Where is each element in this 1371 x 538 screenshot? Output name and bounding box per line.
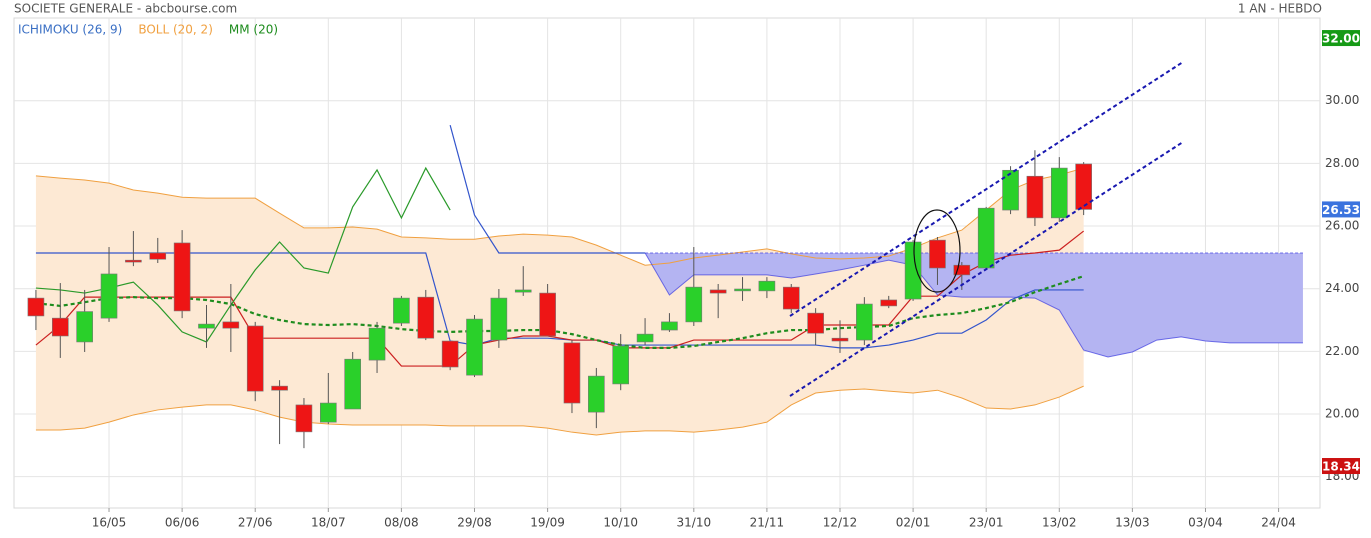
- candle-body: [149, 252, 167, 260]
- y-tick-label: 22.00: [1325, 344, 1359, 358]
- x-tick-label: 13/03: [1115, 516, 1150, 530]
- candle-body: [295, 404, 313, 433]
- x-tick-label: 06/06: [165, 516, 200, 530]
- cloud-fill: [645, 252, 1303, 357]
- tenkan-line: [35, 230, 1085, 367]
- candle-body: [368, 327, 386, 361]
- x-tick-label: 31/10: [677, 516, 712, 530]
- x-tick-label: 23/01: [969, 516, 1004, 530]
- candle-body: [51, 317, 69, 337]
- candle-body: [76, 311, 93, 343]
- candle-body: [856, 303, 873, 341]
- candle-body: [271, 385, 288, 391]
- trend-line: [789, 141, 1184, 397]
- bollinger-lower: [35, 385, 1084, 436]
- candle-body: [734, 288, 751, 292]
- candle-body: [807, 312, 824, 334]
- x-tick-label: 12/12: [823, 516, 858, 530]
- candle-body: [904, 241, 922, 300]
- legend: ICHIMOKU (26, 9) BOLL (20, 2) MM (20): [18, 23, 278, 37]
- candle-body: [198, 323, 215, 329]
- drawings: [789, 61, 1184, 397]
- x-tick-label: 24/04: [1261, 516, 1296, 530]
- x-tick-label: 27/06: [238, 516, 273, 530]
- x-tick-label: 18/07: [311, 516, 346, 530]
- trend-line: [789, 61, 1184, 317]
- chart-subtitle: 1 AN - HEBDO: [1238, 2, 1322, 16]
- candle-body: [1026, 175, 1044, 219]
- x-tick-label: 29/08: [457, 516, 492, 530]
- candle-body: [1002, 169, 1019, 211]
- candle-body: [831, 337, 849, 342]
- candle-body: [588, 375, 605, 413]
- candle-body: [27, 297, 45, 317]
- x-tick-label: 08/08: [384, 516, 419, 530]
- candle-body: [758, 280, 776, 292]
- cloud-span-a: [644, 252, 1303, 358]
- highlight-ellipse: [913, 209, 961, 293]
- x-tick-label: 16/05: [92, 516, 127, 530]
- x-tick-label: 03/04: [1188, 516, 1223, 530]
- candle-body: [563, 342, 581, 404]
- candle-body: [977, 207, 995, 269]
- price-tag-label: 18.34: [1322, 460, 1360, 474]
- candle-body: [393, 297, 410, 324]
- candle-body: [490, 297, 508, 341]
- x-tick-label: 21/11: [750, 516, 785, 530]
- y-tick-label: 20.00: [1325, 407, 1359, 421]
- marks: [27, 124, 1303, 449]
- chart-title: SOCIETE GENERALE - abcbourse.com: [14, 2, 237, 16]
- candle-body: [539, 292, 556, 337]
- candle-body: [636, 333, 654, 343]
- candle-body: [173, 242, 191, 312]
- candle-body: [441, 340, 459, 368]
- price-tag: [1322, 30, 1360, 47]
- candle-body: [953, 264, 971, 276]
- candle-body: [661, 321, 678, 331]
- candle-body: [1075, 163, 1092, 210]
- y-tick-label: 28.00: [1325, 156, 1359, 170]
- candle-body: [782, 286, 800, 310]
- candle-body: [246, 325, 264, 392]
- price-tags: 32.00 26.53 18.34: [1322, 30, 1360, 475]
- candle-body: [880, 299, 898, 307]
- legend-entry: MM (20): [229, 23, 278, 37]
- candle-body: [612, 345, 630, 385]
- y-tick-label: 24.00: [1325, 281, 1359, 295]
- legend-entry: ICHIMOKU (26, 9): [18, 23, 122, 37]
- y-tick-label: 26.00: [1325, 219, 1359, 233]
- candle-body: [1050, 167, 1068, 219]
- legend-entry: BOLL (20, 2): [138, 23, 213, 37]
- price-tag-label: 32.00: [1322, 32, 1360, 46]
- x-tick-label: 10/10: [603, 516, 638, 530]
- bollinger-fill: [35, 168, 1084, 436]
- x-tick-label: 19/09: [530, 516, 565, 530]
- candle-body: [929, 239, 946, 269]
- candle-body: [709, 289, 727, 294]
- candle-body: [685, 286, 703, 323]
- price-tag-label: 26.53: [1322, 203, 1360, 217]
- candle-body: [125, 259, 142, 263]
- candle-body: [222, 321, 240, 329]
- x-tick-label: 02/01: [896, 516, 931, 530]
- y-tick-label: 30.00: [1325, 93, 1359, 107]
- candle-body: [100, 273, 118, 319]
- price-tag: [1322, 458, 1360, 475]
- candle-body: [320, 402, 337, 423]
- candle-body: [514, 289, 532, 293]
- candle-body: [344, 358, 361, 410]
- candle-body: [417, 296, 435, 339]
- price-tag: [1322, 201, 1360, 218]
- candle-body: [466, 318, 483, 376]
- x-tick-label: 13/02: [1042, 516, 1077, 530]
- plot-frame: [13, 17, 1321, 509]
- kijun-line: [35, 252, 1084, 349]
- senkou-line: [449, 124, 646, 254]
